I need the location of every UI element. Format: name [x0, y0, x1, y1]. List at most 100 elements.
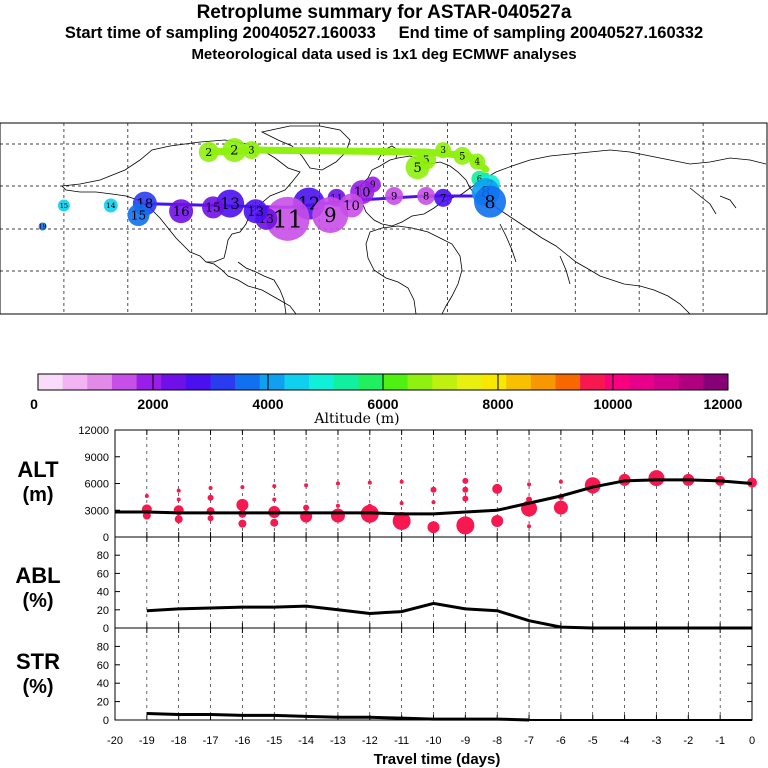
plume-cluster-label: 13	[247, 205, 264, 220]
alt-data-point	[207, 515, 214, 522]
y-tick-label: 0	[103, 532, 109, 544]
coast-india	[559, 255, 571, 285]
colorbar-segment	[161, 374, 187, 390]
x-tick-label: -16	[234, 735, 250, 747]
plume-cluster-label: 19	[39, 224, 47, 231]
colorbar-segment	[111, 374, 137, 390]
y-tick-label: 3000	[85, 505, 109, 517]
alt-data-point	[648, 470, 665, 487]
panel-alt: 0 3000 6000 9000 12000	[78, 425, 757, 544]
y-tick-label: 0	[103, 715, 109, 727]
plume-cluster-label: 16	[173, 205, 190, 220]
x-tick-label: -14	[298, 735, 314, 747]
y-tick-label: 80	[97, 641, 109, 653]
colorbar-segment	[703, 374, 729, 390]
x-tick-label: -5	[588, 735, 598, 747]
coast-caribbean	[237, 261, 287, 315]
colorbar-segment	[136, 374, 162, 390]
plume-cluster-circle	[312, 197, 349, 234]
alt-data-point	[456, 516, 475, 535]
alt-data-point	[144, 493, 149, 498]
x-tick-label: -18	[171, 735, 187, 747]
plume-cluster-label: 9	[370, 181, 376, 191]
plume-cluster-circle	[417, 186, 436, 205]
plume-cluster-label: 13	[220, 195, 240, 213]
chart-title: Retroplume summary for ASTAR-040527a	[196, 2, 572, 23]
plume-cluster-circle	[198, 142, 219, 163]
colorbar-segment	[481, 374, 507, 390]
x-tick-label: 0	[749, 735, 755, 747]
plume-cluster-label: 8	[484, 193, 495, 213]
colorbar-segment	[185, 374, 211, 390]
y-tick-label: 9000	[85, 452, 109, 464]
met-data-label: Meteorological data used is 1x1 deg ECMW…	[191, 46, 577, 63]
abl-line	[146, 601, 752, 630]
x-tick-label: -19	[139, 735, 155, 747]
coast-central-south-america	[205, 261, 297, 315]
colorbar-segment	[358, 374, 384, 390]
str-line	[146, 712, 530, 722]
alt-label: ALT	[17, 457, 59, 482]
coast-asia-north	[469, 149, 767, 189]
abl-unit: (%)	[22, 590, 53, 612]
alt-unit: (m)	[22, 484, 53, 506]
alt-data-point	[553, 500, 568, 515]
alt-data-point	[491, 514, 504, 527]
plume-cluster-label: 8	[423, 191, 429, 202]
colorbar-segment	[284, 374, 310, 390]
alt-data-point	[176, 497, 181, 502]
colorbar-tick-label: 10000	[594, 396, 633, 412]
alt-data-point	[462, 477, 469, 484]
colorbar-segment	[407, 374, 433, 390]
str-label: STR	[16, 649, 60, 674]
map-panel: 2235354567889109871110129111313131516181…	[0, 122, 768, 315]
plume-cluster-label: 5	[413, 161, 421, 176]
coast-japan	[719, 195, 737, 209]
x-tick-label: -15	[266, 735, 282, 747]
coast-arabia	[499, 223, 517, 263]
colorbar-segment	[678, 374, 704, 390]
plume-cluster-circle	[474, 185, 507, 218]
y-tick-label: 40	[97, 587, 109, 599]
plume-cluster-circle	[243, 199, 268, 224]
colorbar-segment	[580, 374, 606, 390]
plume-cluster-circle	[127, 204, 150, 227]
plume-cluster-circle	[169, 199, 194, 224]
coast-africa-north	[369, 225, 463, 315]
end-time-label: End time of sampling 20040527.160332	[398, 24, 704, 42]
time-series-panels: 030006000900012000020406080020406080-20-…	[78, 425, 757, 747]
x-tick-label: -4	[620, 735, 630, 747]
colorbar-tick-label: 2000	[137, 396, 168, 412]
colorbar-segment	[383, 374, 408, 390]
panel-str: 0 20 40 60 80	[97, 627, 753, 727]
alt-data-point	[462, 486, 469, 493]
alt-data-point	[174, 515, 183, 524]
colorbar-segment	[555, 374, 581, 390]
y-tick-label: 20	[97, 605, 109, 617]
str-unit: (%)	[22, 676, 53, 698]
x-tick-label: -6	[556, 735, 566, 747]
alt-data-point	[427, 521, 440, 534]
plume-cluster-circle	[469, 153, 486, 170]
plume-cluster-label: 15	[60, 202, 68, 210]
alt-data-point	[558, 479, 563, 484]
alt-data-point	[527, 482, 532, 487]
x-tick-label: -10	[426, 735, 442, 747]
plume-cluster-circle	[453, 146, 472, 165]
plume-cluster-circle	[57, 199, 70, 212]
alt-data-point	[303, 504, 310, 511]
colorbar-segment	[432, 374, 458, 390]
alt-data-point	[399, 479, 404, 484]
colorbar-segment	[259, 374, 285, 390]
alt-data-point	[392, 511, 411, 530]
alt-mean-line	[115, 478, 753, 516]
alt-data-point	[492, 483, 503, 494]
plume-cluster-label: 5	[459, 151, 465, 162]
plume-cluster-label: 15	[131, 208, 146, 222]
x-tick-label: -17	[203, 735, 219, 747]
y-tick-label: 20	[97, 697, 109, 709]
x-axis-label: Travel time (days)	[374, 751, 501, 768]
colorbar-tick-label: 0	[30, 396, 38, 412]
plume-cluster-label: 4	[474, 158, 480, 168]
plume-cluster-circle	[434, 188, 453, 207]
